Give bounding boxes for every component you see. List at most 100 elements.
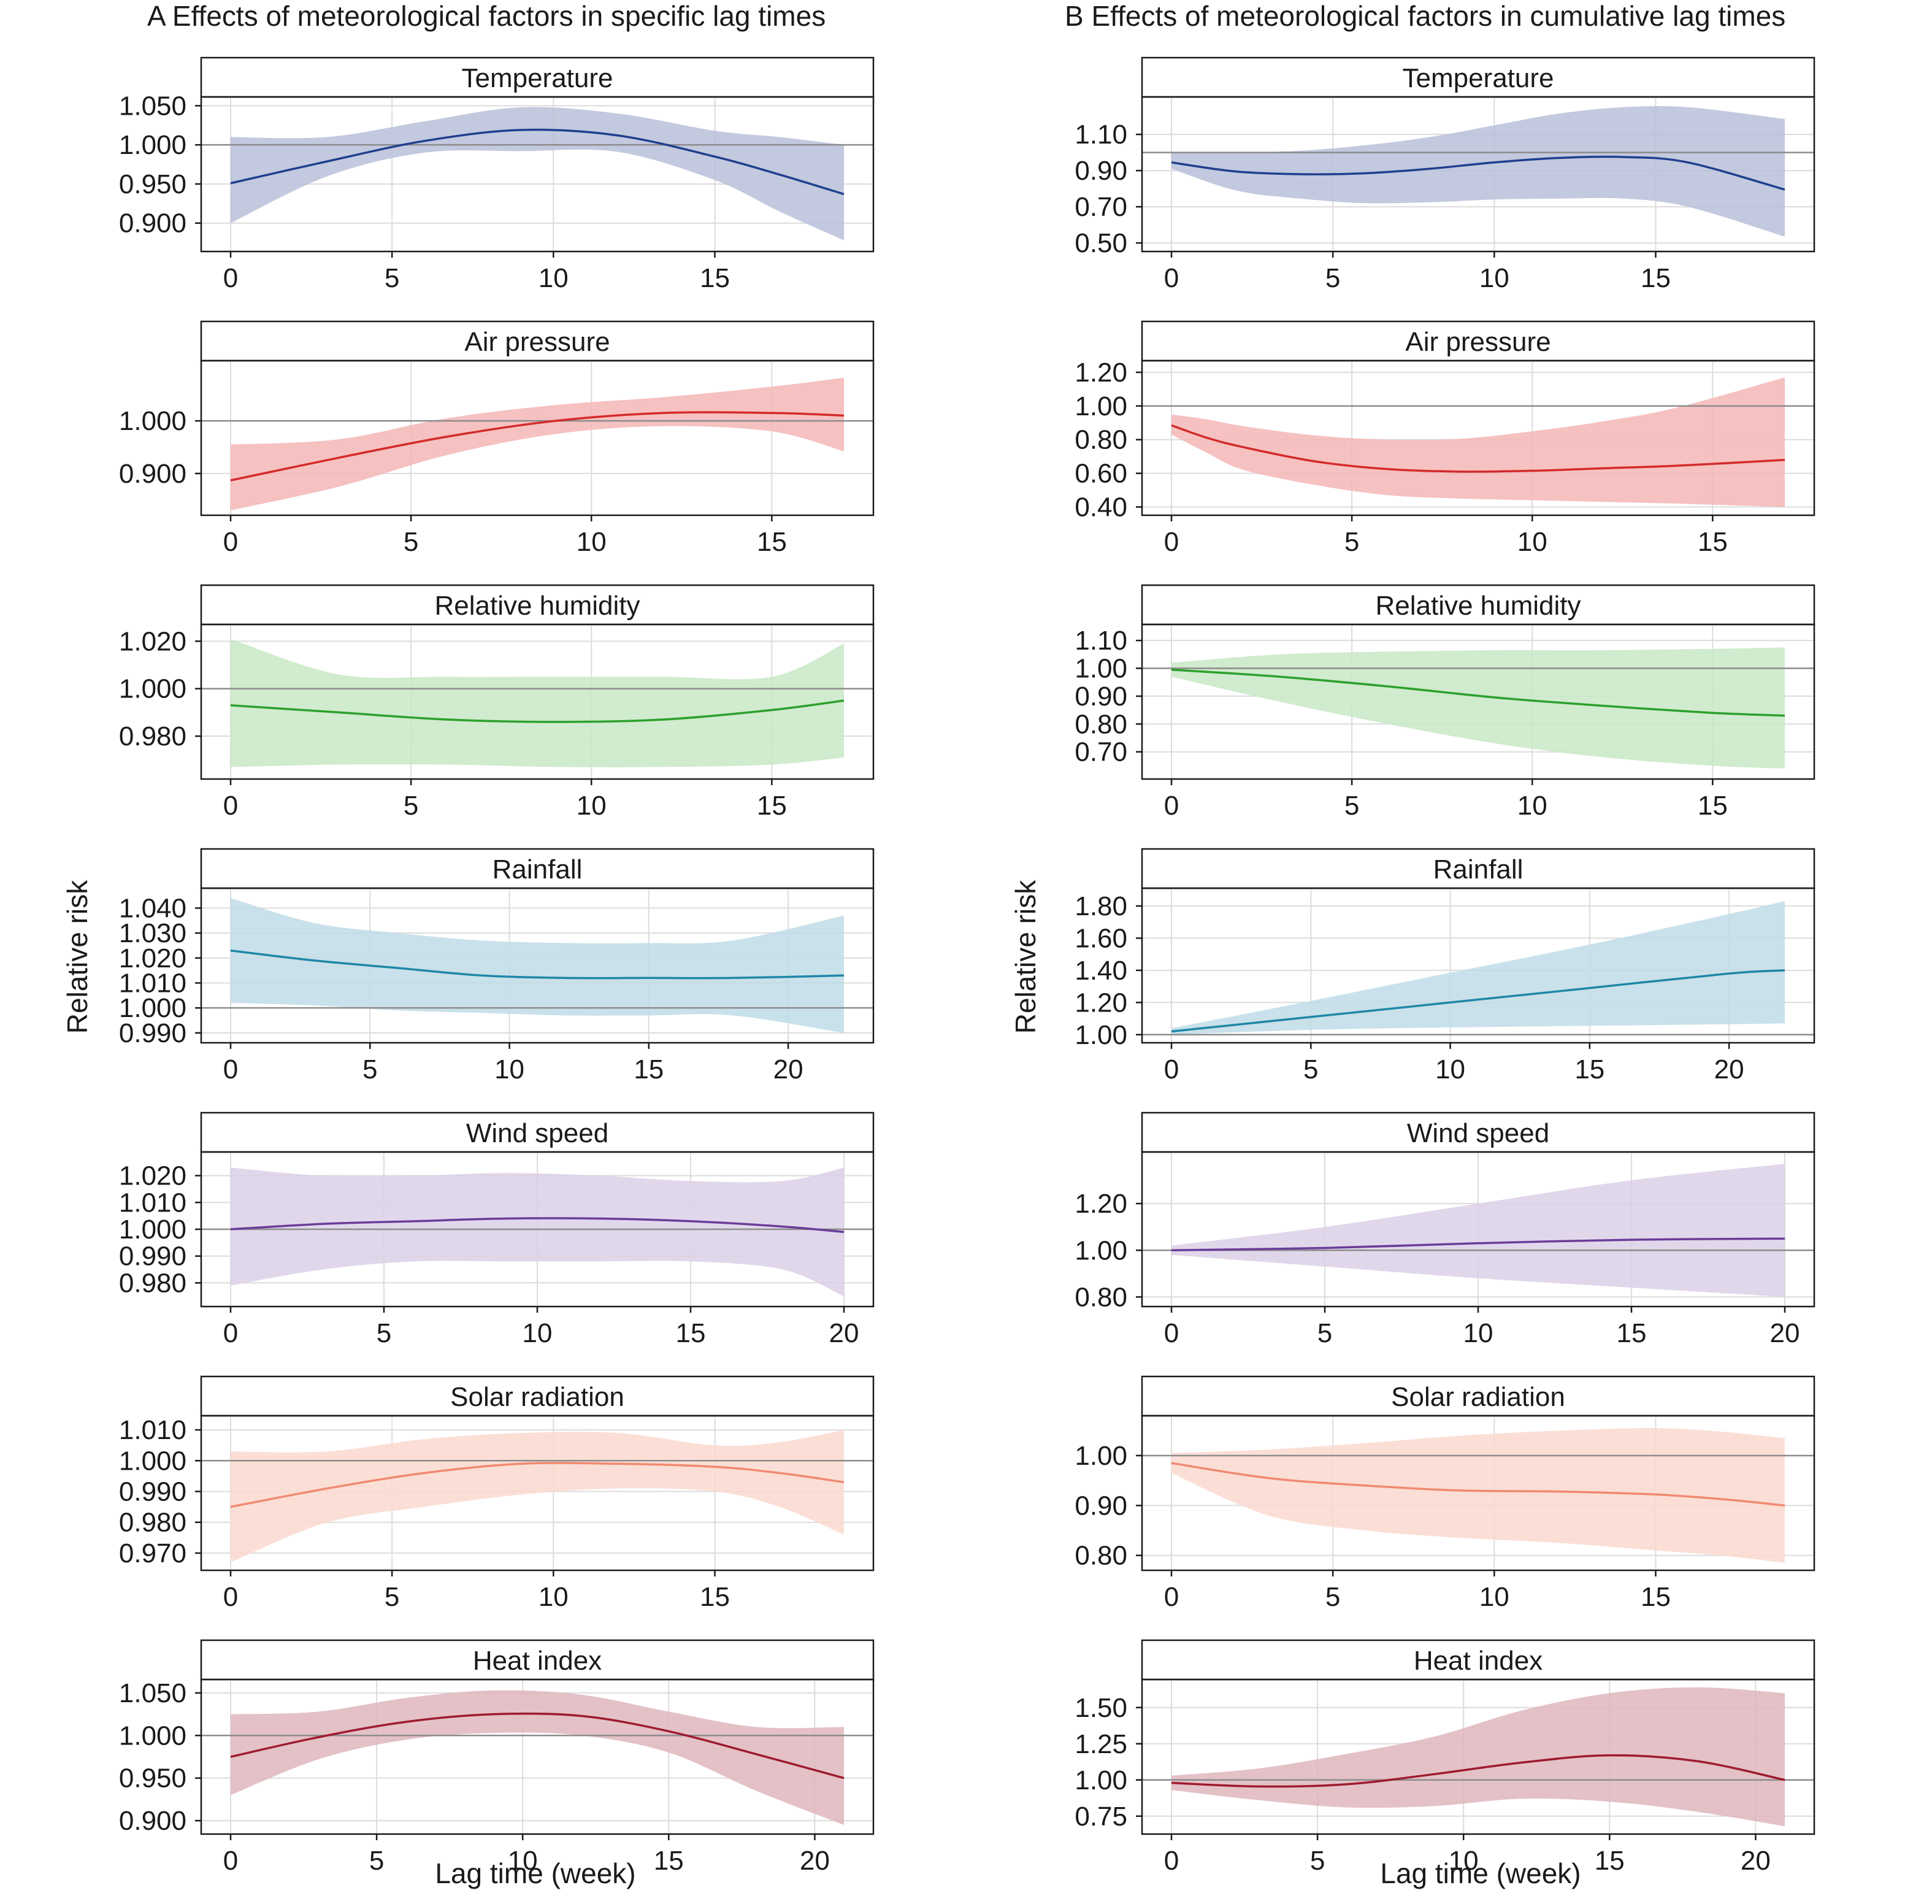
panel-b-heat-index-xtick-label-2: 10: [1449, 1846, 1479, 1876]
panel-a-temperature-estimate-line: [230, 128, 845, 196]
panel-a-heat-index-xtick-label-4: 20: [800, 1846, 830, 1876]
panel-b-wind-speed-ytick-label-0: 0.80: [1075, 1282, 1127, 1312]
panel-a-heat-index-xtick-label-0: 0: [223, 1846, 238, 1876]
panel-a-rainfall-xtick-label-4: 20: [773, 1054, 803, 1084]
panel-b-heat-index-xtick-label-3: 15: [1595, 1846, 1625, 1876]
panel-b-wind-speed-strip: [1141, 1111, 1815, 1153]
panel-a-rainfall-ytick-label-0: 0.990: [119, 1018, 186, 1048]
panel-a-rainfall-xtick-label-2: 10: [494, 1054, 524, 1084]
panel-a-wind-speed-xtick-label-1: 5: [377, 1318, 391, 1348]
panel-b-solar-radiation-xtick-label-1: 5: [1325, 1582, 1340, 1612]
panel-b-relative-humidity-xtick-label-3: 15: [1698, 791, 1728, 821]
panel-b-relative-humidity-estimate-line: [1171, 669, 1785, 717]
panel-b-solar-radiation-xtick-label-2: 10: [1479, 1582, 1509, 1612]
panel-a-air-pressure-xtick-label-3: 15: [757, 527, 787, 557]
panel-a-temperature-xtick-label-1: 5: [385, 263, 399, 293]
panel-b-wind-speed: Wind speed 0 5 10 15 20 0.80 1.00 1.20: [1075, 1111, 1815, 1348]
panel-b-heat-index-ytick-label-0: 0.75: [1075, 1802, 1127, 1832]
panel-b-air-pressure-xtick-label-0: 0: [1164, 527, 1179, 557]
panel-a-heat-index-xtick-label-1: 5: [369, 1846, 384, 1876]
panel-a-rainfall-frame: [200, 887, 875, 1044]
panel-b-temperature-xtick-label-3: 15: [1641, 263, 1671, 293]
panel-b-solar-radiation-strip: [1141, 1375, 1815, 1417]
panel-b-temperature-title: Temperature: [1402, 63, 1554, 93]
panel-b-solar-radiation-xtick-label-3: 15: [1641, 1582, 1671, 1612]
panel-a-air-pressure-frame: [200, 359, 875, 516]
panel-a-wind-speed-xtick-label-3: 15: [676, 1318, 706, 1348]
panel-b-solar-radiation-ytick-label-1: 0.90: [1075, 1491, 1127, 1521]
panel-b-air-pressure-ytick-label-3: 1.00: [1075, 391, 1127, 421]
panel-a-heat-index-confidence-band: [231, 1690, 844, 1825]
panel-b-relative-humidity-frame: [1141, 623, 1815, 780]
panel-a-solar-radiation-confidence-band: [231, 1430, 844, 1562]
panel-b-temperature-xtick-label-1: 5: [1325, 263, 1340, 293]
panel-b-solar-radiation: Solar radiation 0 5 10 15 0.80 0.90 1.00: [1075, 1375, 1815, 1612]
panel-a-relative-humidity-estimate-line: [230, 699, 845, 723]
panel-b-relative-humidity-strip: [1141, 584, 1815, 626]
panel-b-temperature-ytick-label-1: 0.70: [1075, 192, 1127, 222]
panel-b-temperature-xtick-label-0: 0: [1164, 263, 1179, 293]
panel-b-heat-index-xtick-label-1: 5: [1310, 1846, 1325, 1876]
panel-b-wind-speed-xtick-label-4: 20: [1770, 1318, 1800, 1348]
panel-b-rainfall-estimate-line: [1171, 969, 1785, 1033]
panel-a-temperature-ytick-label-0: 0.900: [119, 209, 186, 239]
panel-a-solar-radiation: Solar radiation 0 5 10 15 0.9700.9800.9901.00…: [119, 1375, 875, 1612]
panel-b-solar-radiation-ytick-label-2: 1.00: [1075, 1441, 1127, 1471]
panel-a-rainfall-ytick-label-1: 1.000: [119, 993, 186, 1023]
panel-a-heat-index-ytick-label-3: 1.050: [119, 1678, 186, 1708]
panel-b-heat-index-ytick-label-2: 1.25: [1075, 1729, 1127, 1759]
panel-b-relative-humidity-xtick-label-2: 10: [1517, 791, 1547, 821]
panel-b-air-pressure: Air pressure 0 5 10 15 0.40 0.60 0.80 1.001.20: [1075, 320, 1815, 557]
panel-a-heat-index-xtick-label-3: 15: [654, 1846, 684, 1876]
panel-a-relative-humidity-xtick-label-2: 10: [577, 791, 607, 821]
panel-a-temperature-confidence-band: [231, 107, 844, 240]
panel-a-heat-index-title: Heat index: [473, 1646, 602, 1676]
panel-a-title: A Effects of meteorological factors in s…: [147, 0, 826, 32]
panel-a-heat-index-strip: [200, 1639, 875, 1681]
panel-b-wind-speed-xtick-label-2: 10: [1463, 1318, 1493, 1348]
panel-a-solar-radiation-xtick-label-2: 10: [539, 1582, 569, 1612]
panel-a-relative-humidity-ytick-label-0: 0.980: [119, 721, 186, 751]
panel-b-rainfall-strip: [1141, 848, 1815, 889]
panel-b-rainfall-ytick-label-1: 1.20: [1075, 988, 1127, 1018]
panel-b-heat-index-title: Heat index: [1414, 1646, 1543, 1676]
panel-a-relative-humidity-confidence-band: [231, 639, 844, 767]
panel-a-wind-speed-title: Wind speed: [466, 1118, 608, 1148]
panel-a-wind-speed-xtick-label-0: 0: [223, 1318, 238, 1348]
panel-a-relative-humidity-xtick-label-0: 0: [223, 791, 238, 821]
panel-b-air-pressure-estimate-line: [1171, 424, 1785, 473]
panel-b-temperature-confidence-band: [1171, 106, 1785, 237]
panel-b-solar-radiation-frame: [1141, 1415, 1815, 1572]
panel-b-air-pressure-ytick-label-0: 0.40: [1075, 493, 1127, 523]
y-axis-label-panel-b: Relative risk: [1010, 880, 1041, 1034]
panel-b-relative-humidity-xtick-label-1: 5: [1344, 791, 1359, 821]
panel-a-temperature-strip: [200, 56, 875, 98]
panel-a-wind-speed-ytick-label-0: 0.980: [119, 1268, 186, 1298]
panel-a-rainfall-ytick-label-3: 1.020: [119, 943, 186, 973]
panel-a-relative-humidity: Relative humidity 0 5 10 15 0.980 1.000 1.020: [119, 584, 875, 821]
panel-a-wind-speed-ytick-label-1: 0.990: [119, 1242, 186, 1272]
panel-b-air-pressure-ytick-label-1: 0.60: [1075, 459, 1127, 489]
panel-b-rainfall-ytick-label-2: 1.40: [1075, 956, 1127, 986]
panel-a-air-pressure-ytick-label-0: 0.900: [119, 459, 186, 489]
panel-b-rainfall-confidence-band: [1171, 901, 1785, 1035]
panel-b-temperature: Temperature 0 5 10 15 0.50 0.70 0.90 1.10: [1075, 56, 1815, 293]
panel-a-wind-speed-estimate-line: [230, 1217, 845, 1234]
panel-b-temperature-ytick-label-0: 0.50: [1075, 228, 1127, 258]
panel-b-solar-radiation-confidence-band: [1171, 1428, 1785, 1563]
panel-b-air-pressure-title: Air pressure: [1405, 327, 1551, 357]
panel-b-temperature-ytick-label-2: 0.90: [1075, 156, 1127, 186]
panel-a-rainfall-ytick-label-5: 1.040: [119, 893, 186, 923]
panel-a-heat-index-ytick-label-0: 0.900: [119, 1806, 186, 1836]
panel-b-air-pressure-ytick-label-2: 0.80: [1075, 425, 1127, 455]
panel-b-air-pressure-xtick-label-1: 5: [1344, 527, 1359, 557]
panel-b-relative-humidity-ytick-label-2: 0.90: [1075, 681, 1127, 712]
panel-b-rainfall-xtick-label-0: 0: [1164, 1054, 1179, 1084]
panel-a-rainfall: Rainfall 0 5 10 15 20 0.9901.0001.0101.0201.03…: [119, 848, 875, 1084]
panel-a-relative-humidity-xtick-label-1: 5: [404, 791, 418, 821]
panel-b-heat-index-xtick-label-0: 0: [1164, 1846, 1179, 1876]
panel-b-rainfall-frame: [1141, 887, 1815, 1044]
panel-b-heat-index-xtick-label-4: 20: [1741, 1846, 1771, 1876]
